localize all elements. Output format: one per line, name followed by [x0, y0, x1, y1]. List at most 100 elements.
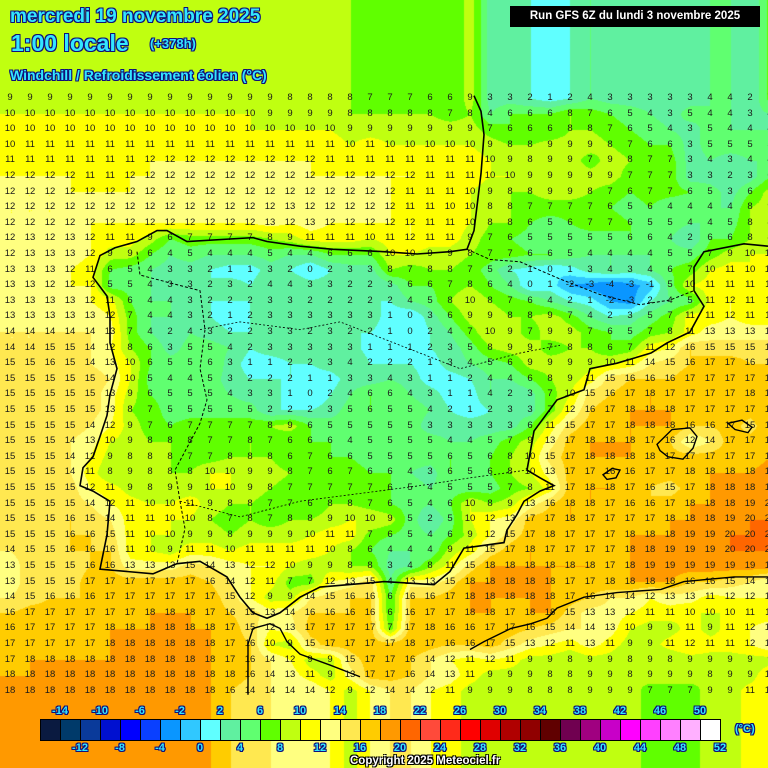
- grid-value: 12: [404, 216, 416, 228]
- grid-value: 17: [724, 404, 736, 415]
- grid-value: 11: [265, 138, 275, 150]
- grid-value: 15: [24, 466, 36, 478]
- grid-value: 0: [547, 263, 553, 275]
- grid-value: -1: [645, 279, 655, 291]
- grid-value: 8: [567, 669, 573, 681]
- grid-value: 9: [667, 622, 673, 634]
- grid-value: 4: [587, 92, 593, 103]
- grid-value: 17: [324, 622, 336, 634]
- grid-value: 17: [604, 497, 616, 509]
- grid-value: 17: [584, 419, 596, 431]
- grid-value: 12: [404, 170, 416, 181]
- grid-value: 16: [404, 669, 416, 681]
- grid-value: 11: [345, 154, 355, 166]
- legend-unit: (°C): [735, 723, 755, 735]
- grid-value: 5: [367, 450, 373, 462]
- grid-value: 11: [745, 606, 755, 618]
- grid-value: 18: [104, 653, 116, 665]
- grid-value: 10: [484, 326, 496, 337]
- grid-value: 11: [125, 497, 135, 509]
- legend-label: 22: [413, 705, 427, 717]
- grid-value: 15: [324, 591, 336, 603]
- grid-value: 3: [407, 372, 413, 384]
- grid-value: 7: [407, 263, 413, 275]
- grid-value: 14: [304, 591, 316, 603]
- grid-value: 13: [24, 310, 36, 322]
- legend-color-swatch: [701, 720, 720, 740]
- grid-value: 12: [204, 216, 216, 228]
- grid-value: 9: [107, 92, 113, 103]
- grid-value: 3: [367, 263, 373, 275]
- grid-value: 9: [707, 653, 713, 665]
- grid-value: 12: [24, 216, 36, 228]
- grid-value: 12: [224, 170, 236, 181]
- grid-value: 10: [464, 138, 476, 150]
- grid-value: 13: [764, 622, 768, 634]
- grid-value: 17: [624, 482, 636, 493]
- grid-value: 9: [287, 107, 293, 119]
- grid-value: 7: [227, 419, 233, 431]
- ibiza-island: [603, 469, 620, 480]
- grid-value: 15: [24, 435, 36, 447]
- grid-value: 5: [627, 201, 633, 213]
- grid-value: 12: [104, 419, 116, 431]
- grid-value: 12: [664, 341, 676, 353]
- grid-value: 12: [484, 528, 496, 540]
- grid-value: 11: [325, 138, 335, 150]
- grid-value: 11: [305, 669, 315, 681]
- grid-value: 16: [404, 591, 416, 603]
- grid-value: 15: [24, 404, 36, 415]
- grid-value: 6: [707, 232, 713, 244]
- grid-value: 3: [267, 388, 273, 400]
- grid-value: 18: [704, 482, 716, 493]
- grid-value: 9: [127, 482, 133, 493]
- grid-value: 9: [27, 92, 33, 103]
- grid-value: 15: [4, 513, 16, 525]
- grid-value: 8: [527, 154, 533, 166]
- legend-color-swatch: [301, 720, 321, 740]
- grid-value: 3: [247, 388, 253, 400]
- grid-value: 12: [724, 310, 736, 322]
- grid-value: 13: [84, 310, 96, 322]
- grid-value: 4: [667, 201, 673, 213]
- grid-value: 6: [487, 450, 493, 462]
- grid-value: 10: [84, 123, 96, 135]
- grid-value: 5: [667, 279, 673, 291]
- grid-value: 2: [387, 294, 393, 306]
- grid-value: 7: [187, 419, 193, 431]
- grid-value: 8: [587, 185, 593, 197]
- grid-value: 2: [387, 357, 393, 369]
- grid-value: 15: [24, 497, 36, 509]
- grid-value: 0: [307, 388, 313, 400]
- grid-value: 16: [684, 341, 696, 353]
- grid-value: 2: [207, 294, 213, 306]
- grid-value: 13: [284, 622, 296, 634]
- legend-color-swatch: [441, 720, 461, 740]
- grid-value: 17: [84, 606, 96, 618]
- grid-value: 11: [425, 185, 435, 197]
- grid-value: 3: [267, 294, 273, 306]
- grid-value: 16: [244, 669, 256, 681]
- grid-value: 10: [44, 107, 56, 119]
- grid-value: 11: [725, 279, 735, 291]
- grid-value: 17: [584, 528, 596, 540]
- grid-value: 12: [144, 154, 156, 166]
- grid-value: 9: [467, 232, 473, 244]
- grid-value: 20: [724, 544, 736, 556]
- grid-value: 17: [724, 372, 736, 384]
- grid-value: 18: [664, 404, 676, 415]
- grid-value: 17: [104, 606, 116, 618]
- grid-value: 16: [444, 638, 456, 649]
- grid-value: 1: [287, 388, 293, 400]
- grid-value: 18: [584, 450, 596, 462]
- grid-value: 11: [425, 216, 435, 228]
- legend-color-swatch: [421, 720, 441, 740]
- grid-value: 10: [304, 528, 316, 540]
- grid-value: 18: [544, 560, 556, 571]
- grid-value: 8: [227, 450, 233, 462]
- grid-value: 4: [507, 279, 513, 291]
- grid-value: 9: [267, 528, 273, 540]
- grid-value: 12: [64, 185, 76, 197]
- grid-value: 8: [227, 528, 233, 540]
- grid-value: 17: [24, 606, 36, 618]
